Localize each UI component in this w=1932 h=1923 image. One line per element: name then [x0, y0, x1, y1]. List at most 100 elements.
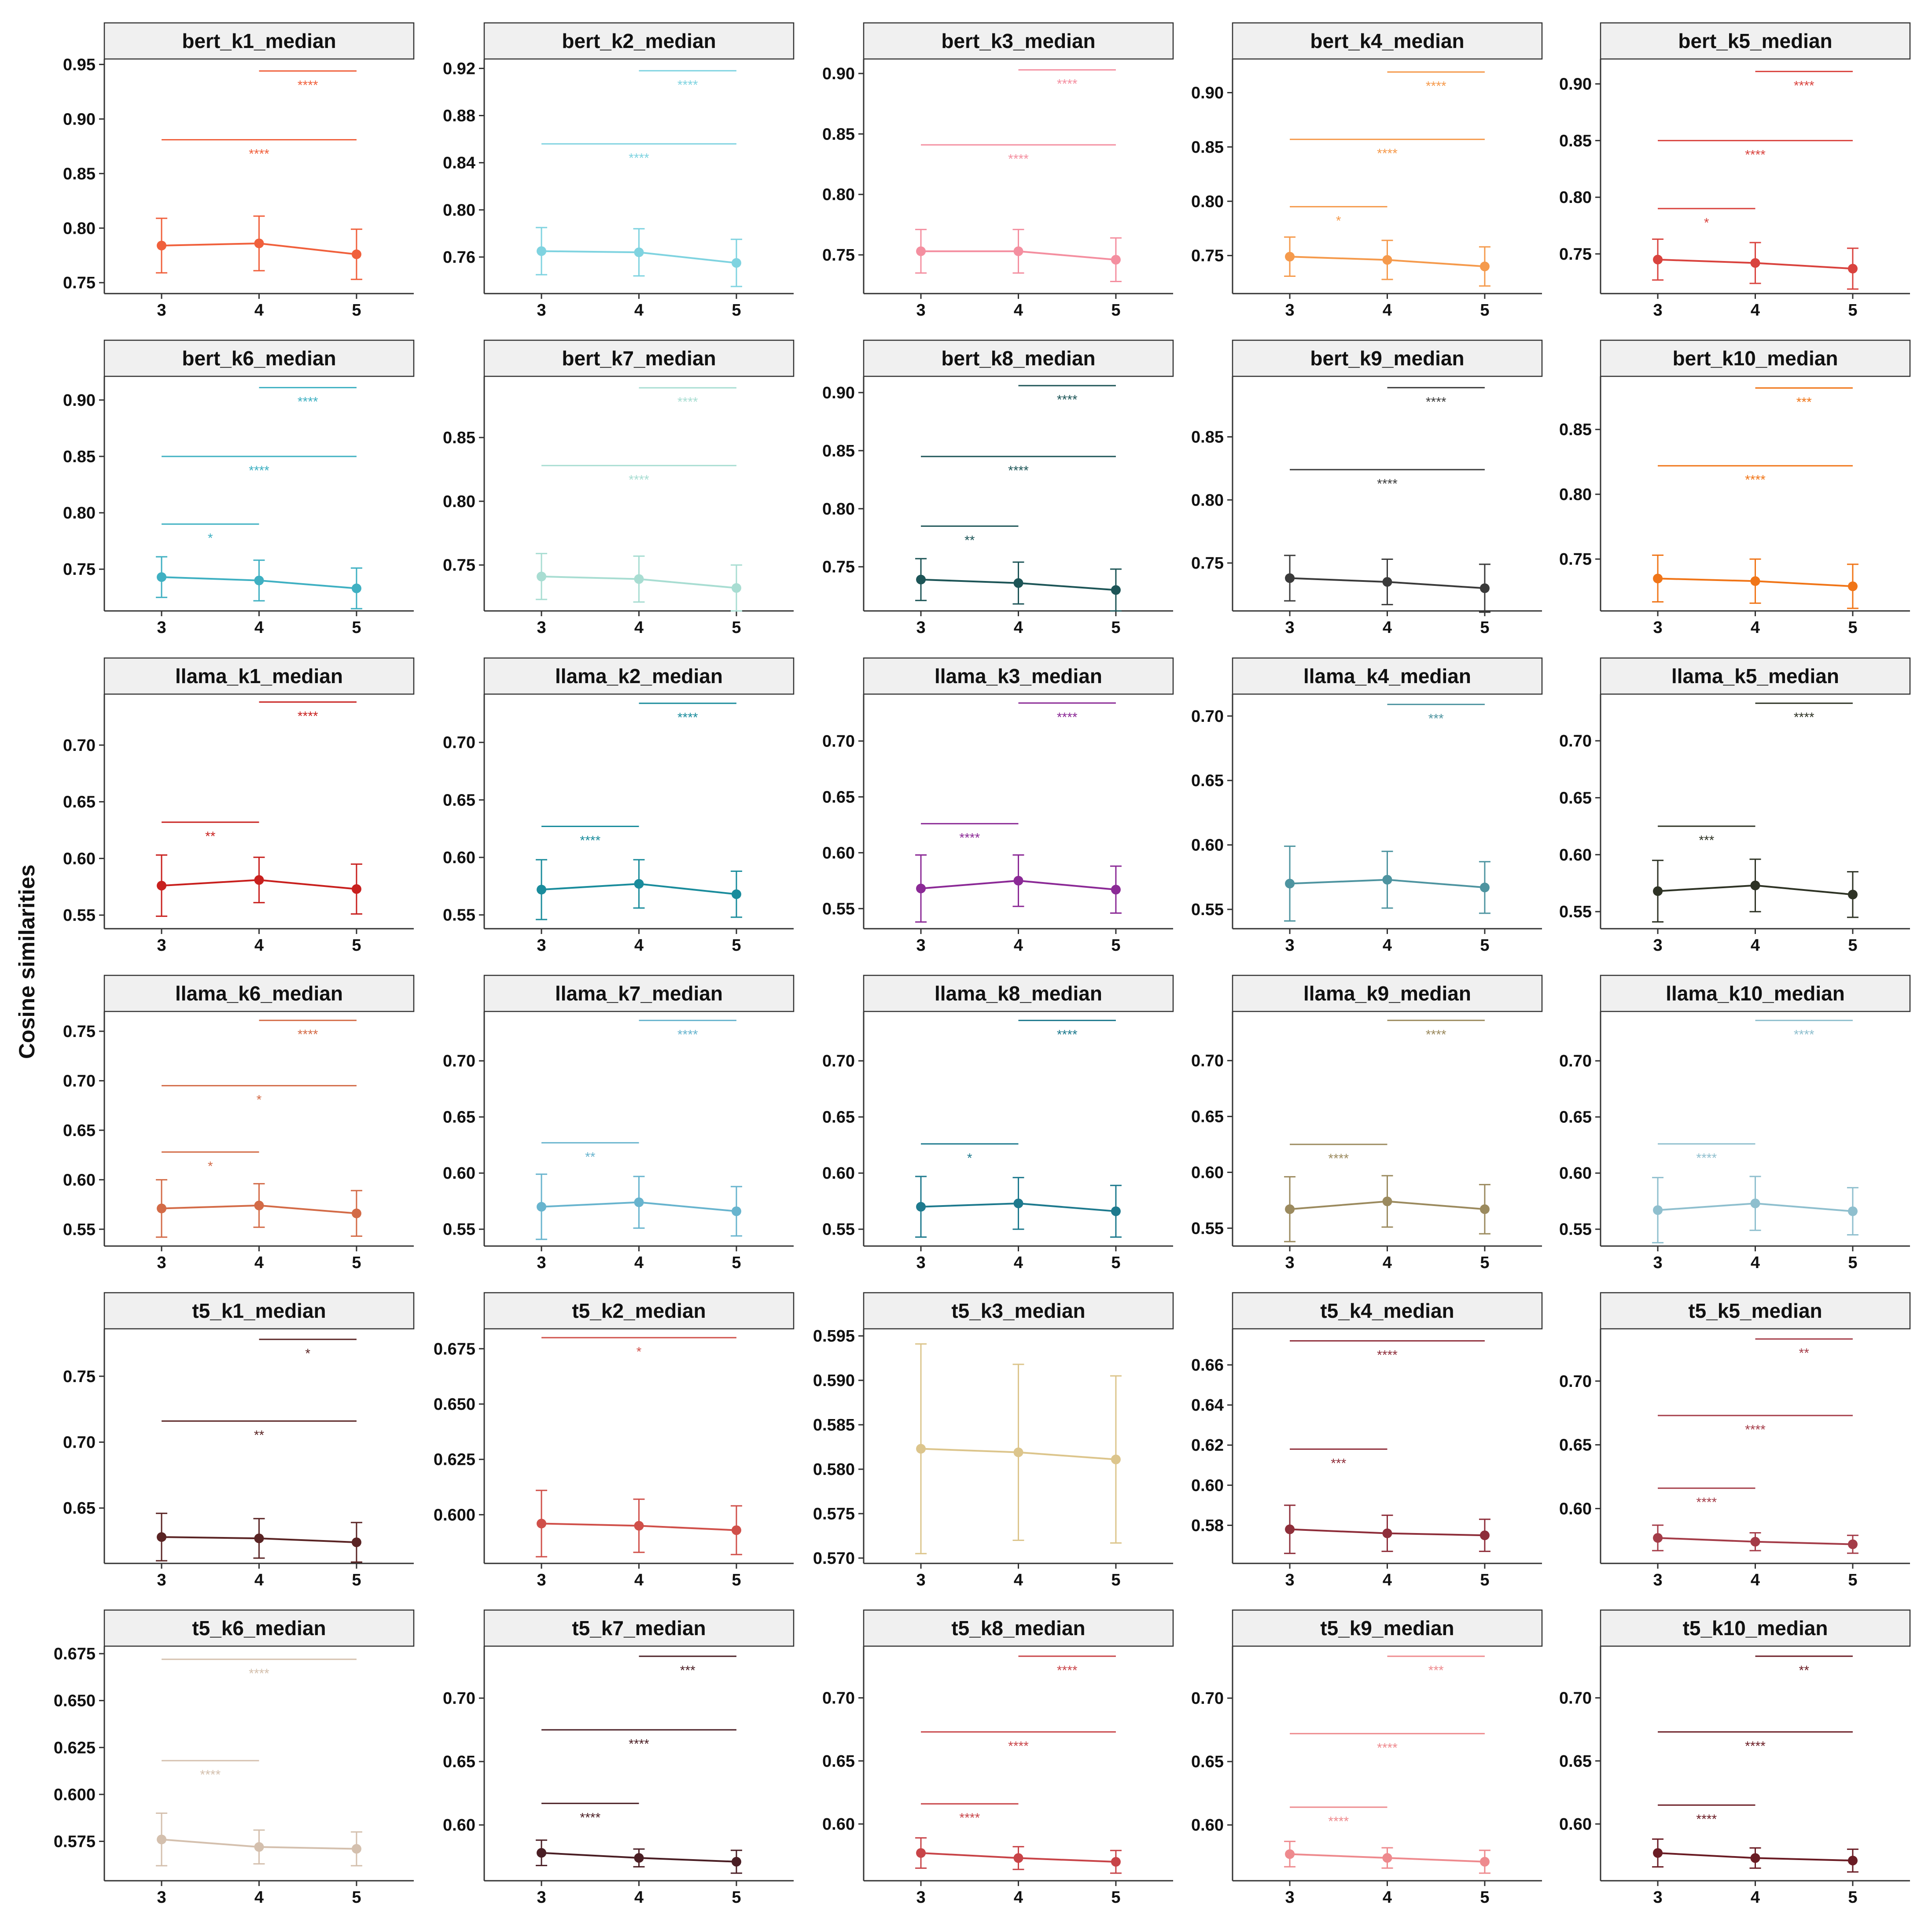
- data-point: [1013, 246, 1023, 256]
- strip-background: [863, 22, 1174, 60]
- x-tick-label: 3: [1285, 1888, 1294, 1907]
- strip-background: [1600, 974, 1911, 1012]
- data-point: [1479, 882, 1490, 893]
- x-tick-label: 4: [1383, 301, 1392, 320]
- data-point: [1847, 1856, 1858, 1866]
- significance-label: *: [257, 1093, 262, 1107]
- y-tick-label: 0.75: [63, 1368, 96, 1386]
- strip-background: [103, 1292, 415, 1330]
- strip-background: [1600, 339, 1911, 377]
- y-tick-label: 0.70: [1191, 1689, 1224, 1708]
- significance-label: ****: [1328, 1151, 1349, 1166]
- data-point: [351, 1844, 361, 1854]
- data-point: [537, 1519, 547, 1529]
- data-point: [1111, 255, 1121, 265]
- y-tick-label: 0.85: [63, 165, 96, 183]
- panel-bert_k1_median: bert_k1_median 0.75 0.80 0.85 0.90 0.95 3 4 5 ***…: [63, 22, 415, 320]
- data-point: [351, 583, 361, 593]
- y-tick-label: 0.85: [1191, 138, 1224, 157]
- x-tick-label: 4: [254, 301, 264, 320]
- strip-background: [103, 22, 415, 60]
- x-tick-label: 5: [352, 301, 361, 320]
- data-point: [634, 879, 644, 889]
- y-tick-label: 0.65: [1559, 1108, 1592, 1127]
- significance-label: ****: [1794, 1027, 1814, 1042]
- data-point: [1382, 1853, 1392, 1863]
- y-tick-label: 0.75: [63, 274, 96, 292]
- x-tick-label: 5: [1111, 1254, 1120, 1272]
- y-tick-label: 0.60: [63, 1171, 96, 1189]
- x-tick-label: 5: [1480, 1571, 1489, 1589]
- y-tick-label: 0.75: [1191, 247, 1224, 265]
- x-tick-label: 3: [1285, 936, 1294, 955]
- significance-label: ****: [1008, 152, 1029, 166]
- significance-label: ****: [1057, 393, 1078, 407]
- data-point: [1653, 886, 1663, 896]
- y-tick-label: 0.80: [1191, 192, 1224, 211]
- y-tick-label: 0.88: [443, 107, 475, 125]
- x-tick-label: 4: [254, 1888, 264, 1907]
- significance-label: ****: [1377, 477, 1398, 491]
- x-tick-label: 5: [732, 301, 741, 320]
- x-tick-label: 4: [1014, 936, 1023, 955]
- y-tick-label: 0.65: [1559, 1752, 1592, 1771]
- data-point: [157, 572, 167, 582]
- x-tick-label: 4: [634, 301, 644, 320]
- significance-label: ****: [298, 1027, 318, 1042]
- significance-label: ****: [249, 147, 269, 161]
- panel-title: t5_k2_median: [572, 1299, 706, 1322]
- panel-title: llama_k6_median: [175, 982, 343, 1005]
- y-tick-label: 0.62: [1191, 1436, 1224, 1455]
- data-point: [1382, 875, 1392, 885]
- x-tick-label: 3: [1285, 1571, 1294, 1589]
- y-tick-label: 0.60: [443, 1164, 475, 1183]
- panel-title: bert_k2_median: [562, 29, 716, 52]
- panel-llama_k2_median: llama_k2_median 0.55 0.60 0.65 0.70 3 4 5 **** **…: [443, 657, 795, 955]
- significance-label: ****: [959, 1811, 980, 1825]
- y-tick-label: 0.80: [1559, 188, 1592, 207]
- x-tick-label: 5: [1480, 301, 1489, 320]
- data-point: [1285, 1849, 1295, 1859]
- significance-label: ****: [1745, 1739, 1766, 1754]
- y-tick-label: 0.650: [434, 1395, 475, 1414]
- significance-label: **: [964, 533, 975, 548]
- y-tick-label: 0.570: [813, 1549, 855, 1568]
- x-tick-label: 4: [1383, 1571, 1392, 1589]
- y-tick-label: 0.60: [1191, 1816, 1224, 1835]
- data-point: [1479, 583, 1490, 593]
- y-tick-label: 0.70: [443, 734, 475, 752]
- data-point: [1013, 578, 1023, 588]
- y-tick-label: 0.65: [822, 788, 855, 807]
- panel-title: llama_k8_median: [935, 982, 1102, 1005]
- x-tick-label: 5: [1848, 618, 1857, 637]
- data-point: [157, 881, 167, 891]
- strip-background: [1232, 1292, 1543, 1330]
- significance-label: ****: [677, 78, 698, 92]
- significance-label: ****: [1426, 1027, 1446, 1042]
- y-tick-label: 0.90: [1559, 75, 1592, 94]
- data-point: [1653, 1205, 1663, 1215]
- y-tick-label: 0.75: [1559, 245, 1592, 264]
- panel-llama_k3_median: llama_k3_median 0.55 0.60 0.65 0.70 3 4 5 **** **…: [822, 657, 1174, 955]
- x-tick-label: 5: [1111, 301, 1120, 320]
- y-tick-label: 0.75: [822, 246, 855, 265]
- significance-label: *: [305, 1346, 310, 1361]
- strip-background: [863, 1292, 1174, 1330]
- x-tick-label: 5: [352, 936, 361, 955]
- panel-title: llama_k4_median: [1303, 665, 1471, 688]
- y-tick-label: 0.65: [1559, 1436, 1592, 1455]
- y-tick-label: 0.65: [63, 1121, 96, 1140]
- strip-background: [103, 339, 415, 377]
- y-tick-label: 0.70: [822, 1689, 855, 1707]
- panel-title: t5_k6_median: [192, 1617, 326, 1640]
- strip-background: [863, 1609, 1174, 1647]
- panel-title: t5_k10_median: [1683, 1617, 1828, 1640]
- significance-label: ****: [1426, 79, 1446, 94]
- data-point: [1382, 255, 1392, 265]
- panel-t5_k2_median: t5_k2_median 0.600 0.625 0.650 0.675 3 4 5 *: [434, 1292, 795, 1589]
- significance-label: **: [205, 829, 216, 844]
